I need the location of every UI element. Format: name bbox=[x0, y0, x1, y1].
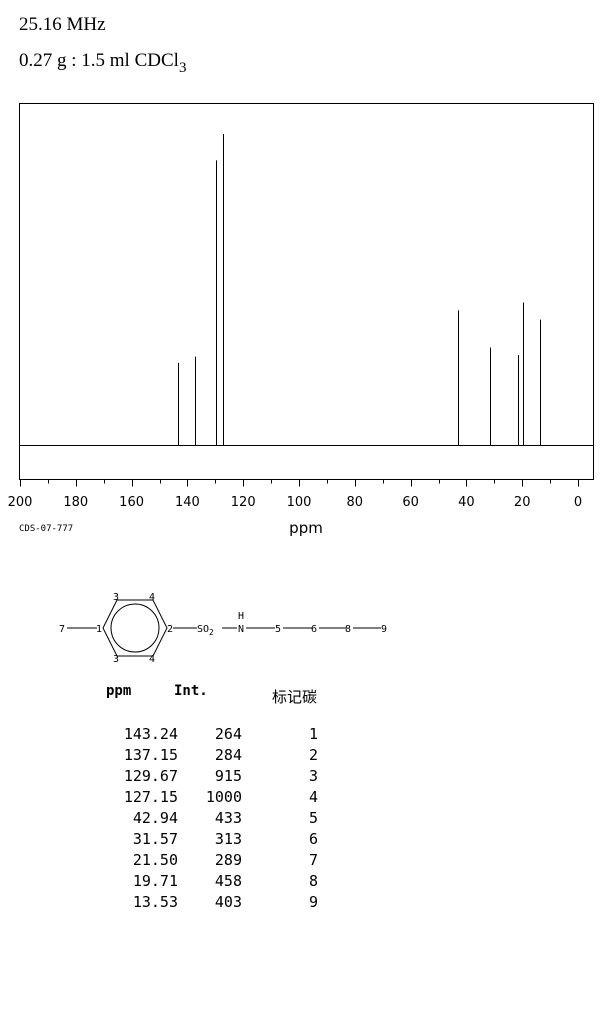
cell-label: 6 bbox=[308, 830, 318, 848]
x-tick-label: 160 bbox=[119, 495, 144, 510]
cell-label: 4 bbox=[308, 788, 318, 806]
x-tick-label: 80 bbox=[347, 495, 364, 510]
table-row: 137.15 284 2 bbox=[0, 746, 609, 767]
cell-ppm: 42.94 bbox=[132, 809, 178, 827]
cell-ppm: 31.57 bbox=[132, 830, 178, 848]
atom-label-3-top: 3 bbox=[113, 592, 119, 603]
x-tick-label: 140 bbox=[175, 495, 200, 510]
cell-ppm: 19.71 bbox=[132, 872, 178, 890]
cell-ppm: 21.50 bbox=[132, 851, 178, 869]
x-tick-label: 200 bbox=[8, 495, 33, 510]
cell-intensity: 458 bbox=[214, 872, 242, 890]
atom-label-4-top: 4 bbox=[149, 592, 155, 603]
atom-label-3-bottom: 3 bbox=[113, 654, 119, 665]
table-row: 143.24 264 1 bbox=[0, 725, 609, 746]
x-tick-label: 20 bbox=[514, 495, 531, 510]
table-row: 129.67 915 3 bbox=[0, 767, 609, 788]
cell-label: 2 bbox=[308, 746, 318, 764]
x-axis-ticks: 200 180 160 140 120 100 80 60 40 20 0 bbox=[8, 479, 582, 510]
structure-diagram: 7 1 2 3 4 3 4 SO2 H N 5 6 8 9 bbox=[59, 592, 387, 665]
cell-label: 9 bbox=[308, 893, 318, 911]
cell-intensity: 289 bbox=[214, 851, 242, 869]
peak-table-header: ppm Int. 标记碳 bbox=[0, 683, 609, 707]
header-intensity: Int. bbox=[174, 683, 208, 699]
cell-intensity: 1000 bbox=[205, 788, 242, 806]
table-row: 13.53 403 9 bbox=[0, 893, 609, 914]
atom-label-2: 2 bbox=[167, 624, 173, 635]
atom-label-1: 1 bbox=[96, 624, 102, 635]
spectrometer-frequency: 25.16 MHz bbox=[19, 14, 106, 35]
cell-ppm: 143.24 bbox=[123, 725, 178, 743]
table-row: 42.94 433 5 bbox=[0, 809, 609, 830]
cell-intensity: 264 bbox=[214, 725, 242, 743]
header-ppm: ppm bbox=[106, 683, 132, 699]
table-row: 21.50 289 7 bbox=[0, 851, 609, 872]
atom-label-5: 5 bbox=[275, 624, 281, 635]
cell-intensity: 915 bbox=[214, 767, 242, 785]
cell-label: 1 bbox=[308, 725, 318, 743]
table-row: 127.15 1000 4 bbox=[0, 788, 609, 809]
table-row: 19.71 458 8 bbox=[0, 872, 609, 893]
cell-intensity: 403 bbox=[214, 893, 242, 911]
nmr-spectrum-chart: 200 180 160 140 120 100 80 60 40 20 0 ppm CDS-07-7… bbox=[8, 103, 594, 537]
x-tick-label: 40 bbox=[458, 495, 475, 510]
cell-ppm: 137.15 bbox=[123, 746, 178, 764]
x-tick-label: 180 bbox=[63, 495, 88, 510]
cell-label: 7 bbox=[308, 851, 318, 869]
aromatic-circle bbox=[110, 603, 160, 653]
x-tick-label: 100 bbox=[287, 495, 312, 510]
benzene-ring bbox=[102, 599, 168, 657]
spectrum-code: CDS-07-777 bbox=[19, 524, 73, 534]
sulfonyl-label: SO2 bbox=[197, 624, 214, 637]
cell-ppm: 129.67 bbox=[123, 767, 178, 785]
x-tick-label: 0 bbox=[574, 495, 582, 510]
cell-ppm: 13.53 bbox=[132, 893, 178, 911]
atom-label-6: 6 bbox=[311, 624, 317, 635]
atom-label-4-bottom: 4 bbox=[149, 654, 155, 665]
atom-label-9: 9 bbox=[381, 624, 387, 635]
amine-n-label: N bbox=[238, 624, 244, 635]
x-axis-label: ppm bbox=[289, 519, 323, 537]
sample-conditions: 0.27 g : 1.5 ml CDCl3 bbox=[19, 50, 186, 77]
cell-intensity: 433 bbox=[214, 809, 242, 827]
table-row: 31.57 313 6 bbox=[0, 830, 609, 851]
header-label: 标记碳 bbox=[272, 688, 318, 706]
amine-h-label: H bbox=[238, 611, 244, 622]
cell-label: 8 bbox=[308, 872, 318, 890]
peak-group bbox=[178, 134, 541, 445]
atom-label-8: 8 bbox=[345, 624, 351, 635]
peak-table: 143.24 264 1 137.15 284 2 129.67 915 3 127.15 1000… bbox=[0, 725, 609, 914]
cell-intensity: 313 bbox=[214, 830, 242, 848]
sample-conditions-main: 0.27 g : 1.5 ml CDCl bbox=[19, 50, 179, 71]
cell-label: 5 bbox=[308, 809, 318, 827]
x-tick-label: 60 bbox=[402, 495, 419, 510]
cell-intensity: 284 bbox=[214, 746, 242, 764]
plot-frame bbox=[19, 103, 594, 480]
cell-label: 3 bbox=[308, 767, 318, 785]
cell-ppm: 127.15 bbox=[123, 788, 178, 806]
x-tick-label: 120 bbox=[231, 495, 256, 510]
atom-label-7: 7 bbox=[59, 624, 65, 635]
sample-conditions-subscript: 3 bbox=[178, 60, 187, 76]
